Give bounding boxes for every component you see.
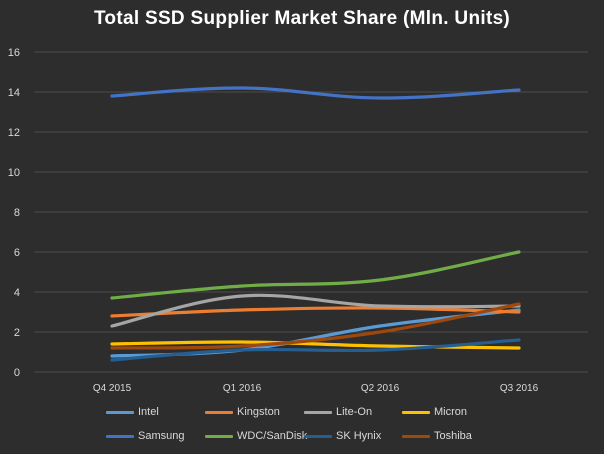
series-line-sk-hynix	[110, 338, 521, 362]
legend-swatch	[402, 410, 430, 414]
series-line-lite-on	[110, 293, 521, 328]
legend-item-toshiba: Toshiba	[402, 426, 472, 446]
legend-item-lite-on: Lite-On	[304, 402, 372, 422]
legend-label: WDC/SanDisk	[237, 430, 308, 442]
legend-item-micron: Micron	[402, 402, 467, 422]
legend-swatch	[106, 434, 134, 438]
legend-swatch	[106, 410, 134, 414]
legend-item-samsung: Samsung	[106, 426, 184, 446]
legend-label: SK Hynix	[336, 430, 382, 442]
legend-item-intel: Intel	[106, 402, 159, 422]
y-axis-ticks: 0 2 4 6 8 10 12 14 16	[8, 47, 20, 379]
legend-item-sk-hynix: SK Hynix	[304, 426, 381, 446]
legend-swatch	[205, 434, 233, 438]
x-tick-label: Q3 2016	[500, 383, 539, 394]
chart-title: Total SSD Supplier Market Share (Mln. Un…	[93, 8, 511, 29]
series-lines	[110, 86, 521, 362]
y-tick-label: 0	[14, 367, 20, 379]
series-line-kingston	[110, 306, 521, 318]
gridlines	[34, 51, 588, 373]
series-line-samsung	[110, 86, 521, 100]
x-axis-ticks: Q4 2015 Q1 2016 Q2 2016 Q3 2016	[93, 383, 539, 394]
y-tick-label: 12	[8, 127, 20, 139]
y-tick-label: 8	[14, 207, 20, 219]
legend-label: Intel	[138, 406, 159, 418]
x-tick-label: Q4 2015	[93, 383, 132, 394]
y-tick-label: 14	[8, 87, 20, 99]
y-tick-label: 10	[8, 167, 20, 179]
legend-swatch	[205, 410, 233, 414]
legend-swatch	[402, 434, 430, 438]
y-tick-label: 6	[14, 247, 20, 259]
x-tick-label: Q2 2016	[361, 383, 400, 394]
legend-swatch	[304, 410, 332, 414]
legend-label: Kingston	[237, 406, 280, 418]
legend-item-wdc-sandisk: WDC/SanDisk	[205, 426, 307, 446]
legend-swatch	[304, 434, 332, 438]
series-line-wdc-sandisk	[110, 250, 521, 300]
legend-label: Samsung	[138, 430, 185, 442]
series-line-toshiba	[110, 302, 521, 350]
x-tick-label: Q1 2016	[223, 383, 262, 394]
legend-label: Lite-On	[336, 406, 373, 418]
y-tick-label: 4	[14, 287, 20, 299]
y-tick-label: 16	[8, 47, 20, 59]
series-line-micron	[110, 340, 521, 350]
legend-label: Toshiba	[434, 430, 472, 442]
legend-label: Micron	[434, 406, 468, 418]
legend-item-kingston: Kingston	[205, 402, 280, 422]
y-tick-label: 2	[14, 327, 20, 339]
